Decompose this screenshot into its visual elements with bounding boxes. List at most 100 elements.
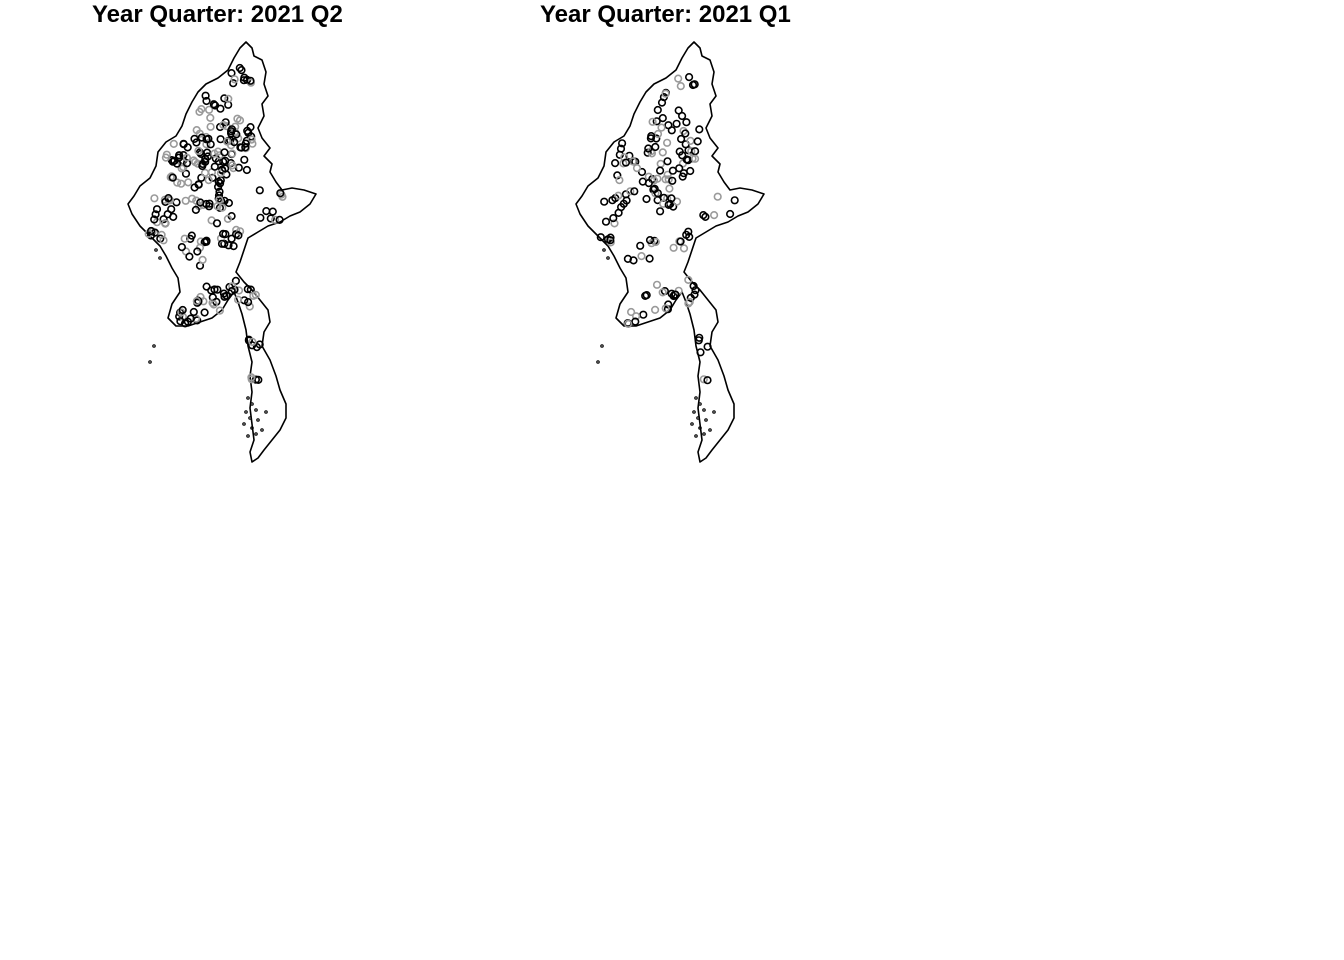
event-point [255,186,264,195]
event-point [617,203,626,212]
event-point [197,104,206,114]
event-point [159,215,168,224]
event-point [237,143,246,152]
event-point [161,153,170,162]
event-point [219,120,228,130]
event-point [213,285,222,294]
event-point [214,177,223,186]
panel-title-2021-q1: Year Quarter: 2021 Q1 [540,1,791,28]
event-point [232,130,241,139]
event-point [164,194,173,203]
event-point [691,147,700,156]
event-point [221,164,230,173]
event-point [216,104,225,113]
event-point [175,312,184,321]
event-point [625,151,634,160]
event-point [152,205,162,214]
island-speck [250,426,254,430]
event-point [147,226,156,236]
event-point [726,209,735,219]
event-point [609,214,618,223]
event-point [244,298,253,307]
island-speck [692,410,696,414]
event-point [623,254,632,263]
event-point [682,118,691,127]
event-point [223,214,232,223]
event-point [268,207,277,216]
event-point [220,196,229,205]
event-point [228,161,237,170]
event-point [228,282,237,291]
island-speck [248,416,252,420]
event-point [179,139,188,148]
event-point [191,158,200,167]
event-point [639,310,648,319]
event-point [656,207,665,216]
event-point [657,98,667,107]
panel-title-2021-q2: Year Quarter: 2021 Q2 [92,1,343,28]
event-point [231,276,240,286]
island-speck [702,408,706,412]
event-point [240,73,249,82]
event-point [699,375,708,384]
event-point [637,252,646,261]
event-point [681,129,690,138]
event-point [659,199,668,208]
event-point [661,304,670,313]
event-point [209,100,218,109]
event-point [668,176,677,185]
event-point [645,236,655,245]
event-point [699,211,708,220]
event-point [663,170,672,179]
event-point [204,134,213,143]
event-point [205,105,214,114]
country-outline [575,41,765,463]
event-point [222,291,231,300]
event-point [167,172,176,181]
event-point [202,96,211,106]
event-point [210,162,219,171]
event-point [651,305,660,315]
event-point [206,122,215,131]
event-point [701,212,710,221]
island-speck [712,410,716,414]
island-speck [246,434,250,438]
event-point [690,290,699,299]
event-point [627,307,636,317]
event-point [192,297,201,306]
event-point [224,94,233,103]
event-point [618,139,627,148]
event-point [202,237,211,246]
event-point [667,289,676,298]
event-point [653,189,662,198]
event-point [182,153,191,162]
event-point [185,252,194,261]
event-point [608,196,617,205]
event-point [227,125,236,134]
event-point [674,106,683,115]
event-point [209,300,218,309]
event-point [227,287,236,296]
event-point [615,176,624,185]
event-point [682,155,691,164]
event-point [703,342,712,351]
event-point [246,76,255,85]
event-point [637,167,647,177]
island-speck [694,396,698,400]
event-point [630,187,639,196]
event-point [150,194,159,203]
event-point [610,219,619,228]
event-point [276,189,285,198]
event-point [190,134,199,143]
event-point [191,205,200,214]
event-point [685,72,694,82]
event-point [202,282,211,291]
island-speck [260,428,264,432]
event-point [601,217,611,226]
event-point [216,179,225,188]
event-point [651,142,660,152]
island-speck [698,402,702,406]
island-speck [702,432,706,436]
event-point [689,281,698,291]
event-point [677,134,686,144]
